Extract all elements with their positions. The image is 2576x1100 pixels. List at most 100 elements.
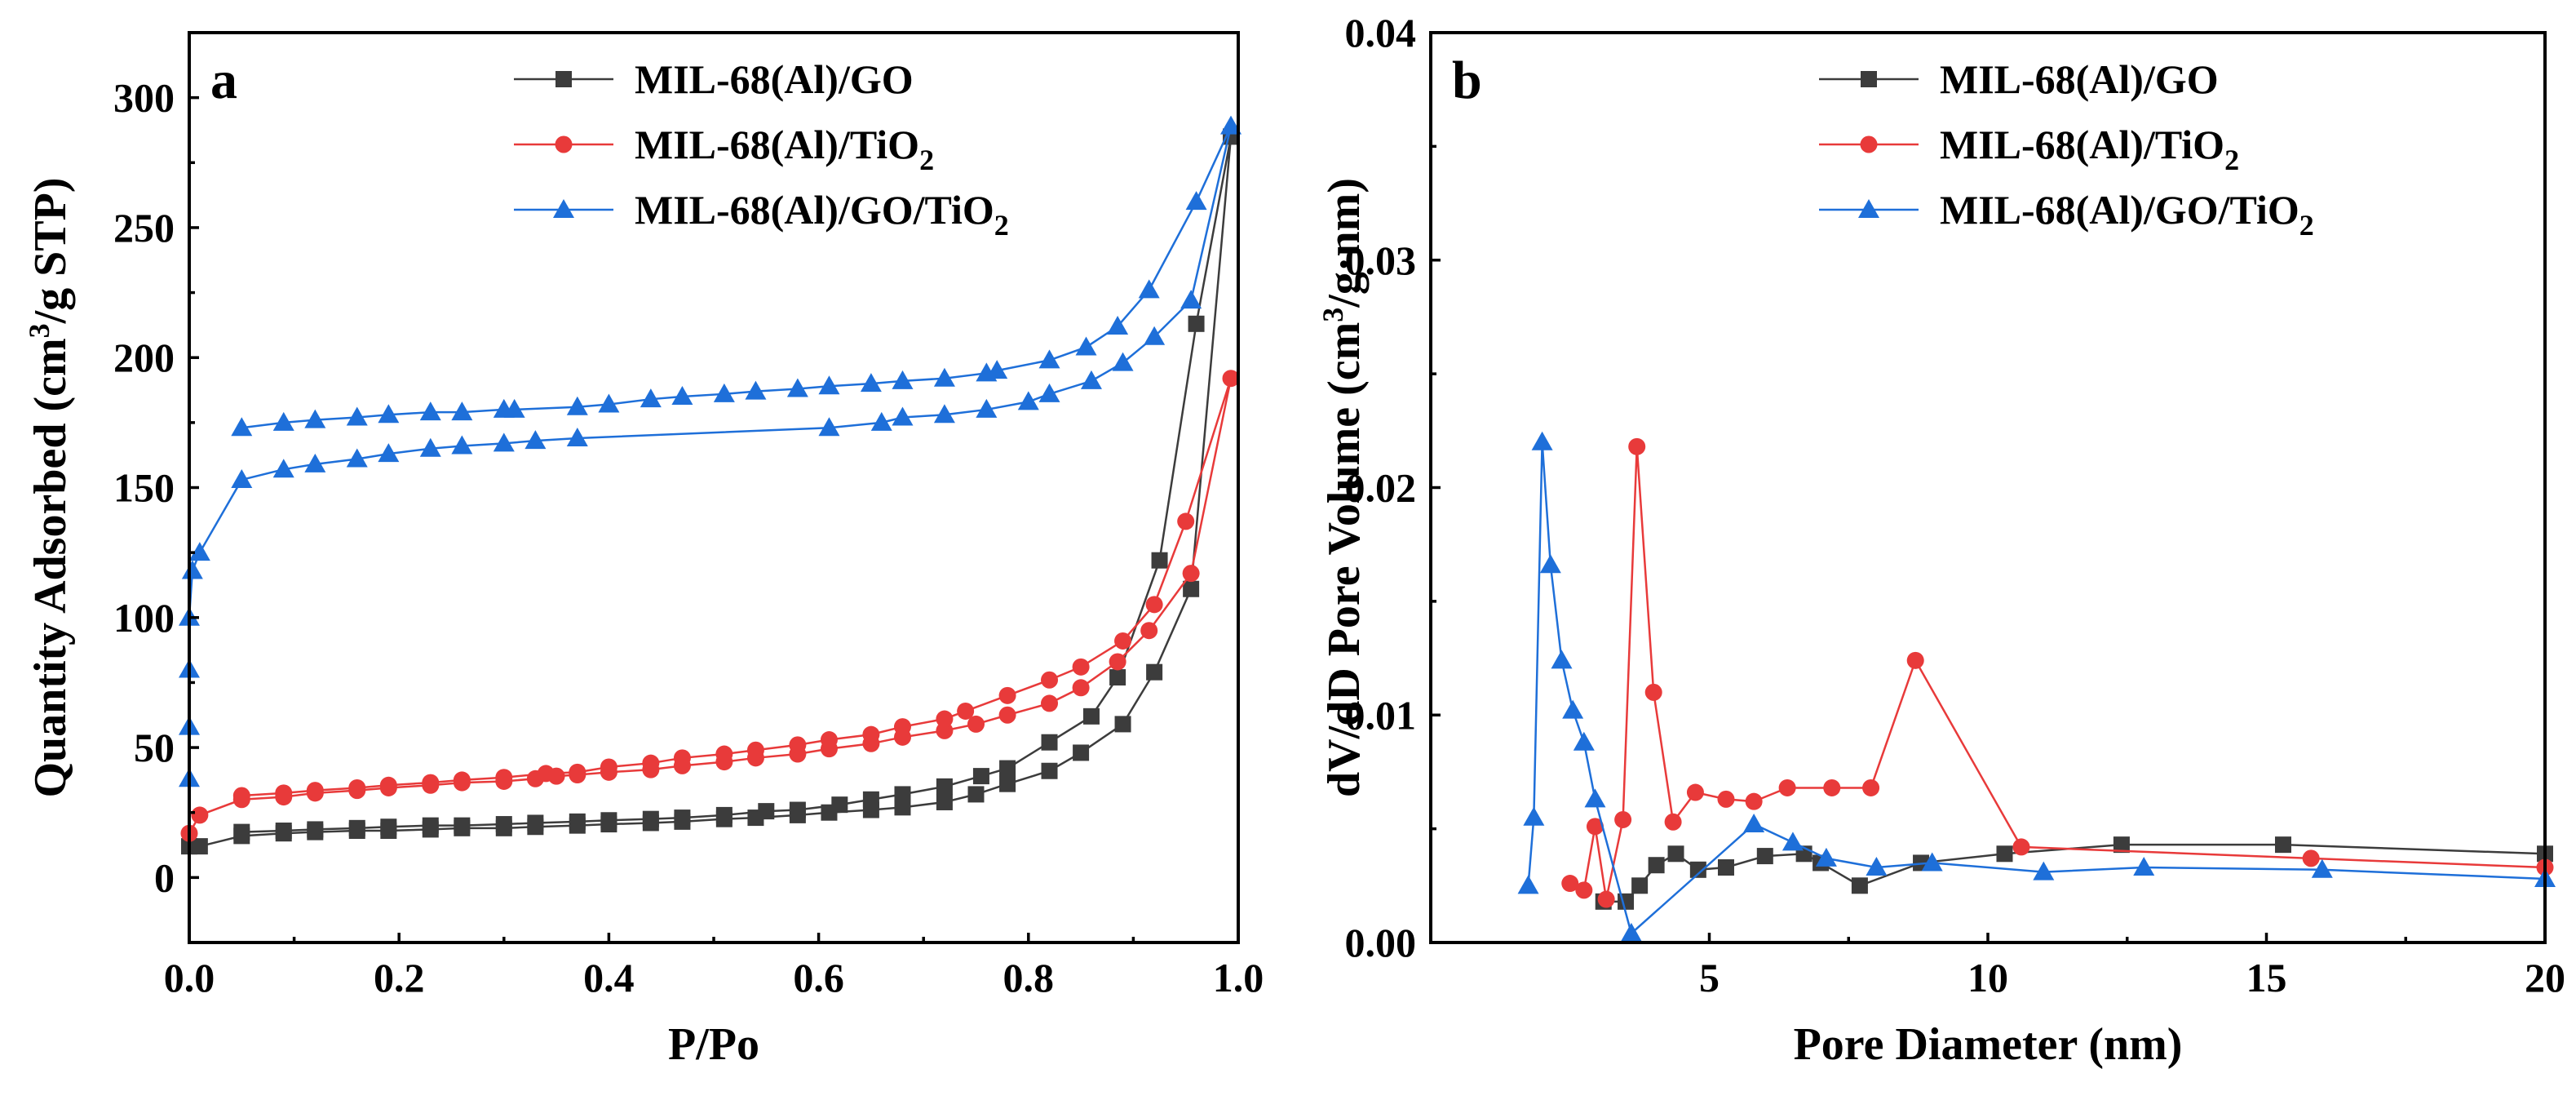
- panel-a-data-point-mil-68-al-go-tio2-30: [1107, 315, 1129, 335]
- panel-a-data-point-mil-68-al-go-tio2-53: [272, 411, 294, 431]
- panel-a-data-point-mil-68-al-go-tio2-49: [419, 401, 441, 421]
- panel-a-data-point-mil-68-al-tio2-44: [715, 745, 733, 763]
- panel-a-legend-label-2: MIL-68(Al)/GO/TiO2: [635, 187, 1009, 242]
- panel-a-data-point-mil-68-al-go-32: [1109, 669, 1126, 686]
- panel-a-data-point-mil-68-al-go-tio2-17: [870, 411, 892, 431]
- panel-a-data-point-mil-68-al-go-25: [1073, 744, 1090, 761]
- panel-b-data-point-mil-68-al-go-tio2-2: [1531, 431, 1553, 450]
- panel-a-data-point-mil-68-al-tio2-32: [1145, 596, 1163, 614]
- panel-a-data-point-mil-68-al-go-tio2-42: [671, 386, 693, 405]
- panel-a-data-point-mil-68-al-tio2-55: [306, 782, 324, 800]
- panel-b-series-mil-68-al-go-tio2: [1517, 431, 2556, 942]
- panel-b-data-point-mil-68-al-go-2: [1631, 877, 1649, 894]
- panel-b-y-axis-title: dV/dD Pore Volume (cm3/g·nm): [1317, 178, 1370, 797]
- panel-a-data-point-mil-68-al-go-22: [967, 786, 985, 803]
- panel-a-data-point-mil-68-al-go-tio2-26: [1180, 290, 1202, 309]
- panel-a-data-point-mil-68-al-go-51: [422, 817, 439, 834]
- panel-a-data-point-mil-68-al-tio2-37: [957, 702, 975, 720]
- panel-a-data-point-mil-68-al-go-tio2-11: [419, 437, 441, 457]
- panel-a-series-mil-68-al-go-tio2: [179, 115, 1242, 787]
- panel-b-data-point-mil-68-al-go-tio2-16: [2311, 858, 2333, 878]
- panel-a-data-point-mil-68-al-go-38: [894, 786, 911, 803]
- panel-b-data-point-mil-68-al-tio2-10: [1745, 792, 1763, 810]
- panel-a-data-point-mil-68-al-go-39: [862, 791, 879, 808]
- panel-a-data-point-mil-68-al-go-tio2-48: [451, 401, 473, 421]
- panel-b-legend-marker-0: [1861, 71, 1877, 87]
- panel-b-data-point-mil-68-al-go-12: [1996, 845, 2013, 863]
- panel-a-data-point-mil-68-al-go-52: [380, 818, 397, 836]
- panel-a-series-line-mil-68-al-go: [189, 136, 1233, 848]
- panel-a-data-point-mil-68-al-go-1: [191, 838, 208, 855]
- panel-a-data-point-mil-68-al-go-tio2-50: [378, 404, 400, 424]
- panel-b-data-point-mil-68-al-go-tio2-4: [1551, 650, 1573, 669]
- panel-b-legend-label-main-2: MIL-68(Al)/GO/TiO: [1940, 187, 2299, 233]
- panel-a-data-point-mil-68-al-go-48: [527, 814, 544, 832]
- panel-b-data-point-mil-68-al-tio2-1: [1575, 881, 1593, 899]
- panel-b-y-tick-label-3: 0.03: [1345, 237, 1417, 283]
- panel-b-legend-label-subscript-2: 2: [2299, 209, 2314, 242]
- panel-a-data-point-mil-68-al-go-tio2-32: [1038, 349, 1060, 369]
- panel-a-legend-marker-1: [555, 135, 573, 153]
- panel-a-data-point-mil-68-al-go-tio2-13: [493, 432, 515, 452]
- panel-b-data-point-mil-68-al-tio2-16: [2302, 849, 2320, 867]
- panel-b-data-point-mil-68-al-go-tio2-12: [1866, 857, 1888, 876]
- panel-a-y-tick-label-4: 200: [113, 335, 175, 380]
- panel-a-x-tick-label-0: 0.0: [164, 955, 215, 1000]
- panel-a-data-point-mil-68-al-tio2-28: [1140, 622, 1158, 640]
- panel-a-data-point-mil-68-al-go-43: [715, 806, 733, 823]
- panel-b-data-point-mil-68-al-go-tio2-14: [2033, 861, 2055, 880]
- panel-a-legend-label-main-1: MIL-68(Al)/TiO: [635, 122, 919, 167]
- panel-a-data-point-mil-68-al-go-tio2-44: [598, 393, 620, 413]
- panel-a-data-point-mil-68-al-tio2-49: [537, 765, 555, 783]
- panel-b-data-point-mil-68-al-go-tio2-3: [1539, 554, 1561, 574]
- panel-a-y-tick-label-3: 150: [113, 465, 175, 511]
- panel-b-x-tick-label-2: 15: [2246, 955, 2287, 1000]
- panel-a-data-point-mil-68-al-go-tio2-39: [786, 378, 808, 397]
- panel-a-legend-label-subscript-1: 2: [919, 144, 934, 176]
- panel-a-data-point-mil-68-al-tio2-33: [1114, 632, 1132, 650]
- panel-a-data-point-mil-68-al-go-44: [674, 809, 691, 827]
- panel-b-legend-label-1: MIL-68(Al)/TiO2: [1940, 122, 2239, 176]
- panel-b-data-point-mil-68-al-tio2-11: [1778, 778, 1796, 796]
- panel-a-data-point-mil-68-al-go-41: [789, 801, 806, 818]
- panel-b-data-point-mil-68-al-tio2-13: [1862, 778, 1880, 796]
- panel-a-data-point-mil-68-al-tio2-57: [232, 787, 250, 805]
- panel-b-data-point-mil-68-al-go-tio2-1: [1523, 806, 1545, 826]
- panel-a-data-point-mil-68-al-go-tio2-54: [231, 417, 253, 437]
- panel-a-data-point-mil-68-al-go-tio2-29: [1138, 279, 1160, 299]
- panel-a-data-point-mil-68-al-go-tio2-22: [1038, 383, 1060, 402]
- panel-a-legend-label-main-0: MIL-68(Al)/GO: [635, 56, 914, 102]
- panel-a-data-point-mil-68-al-go-23: [999, 775, 1016, 792]
- panel-a-data-point-mil-68-al-tio2-36: [998, 686, 1016, 704]
- panel-b-data-point-mil-68-al-go-tio2-10: [1782, 832, 1804, 851]
- panel-b-y-tick-label-1: 0.01: [1345, 692, 1417, 738]
- panel-a-legend-label-1: MIL-68(Al)/TiO2: [635, 122, 934, 176]
- panel-a-data-point-mil-68-al-tio2-52: [422, 774, 440, 792]
- panel-a-data-point-mil-68-al-tio2-27: [1109, 653, 1126, 671]
- panel-a-data-point-mil-68-al-go-tio2-47: [493, 398, 515, 418]
- panel-b-legend-item-mil-68-al-tio2: MIL-68(Al)/TiO2: [1819, 122, 2239, 176]
- panel-a-data-point-mil-68-al-tio2-30: [1222, 370, 1240, 388]
- panel-a-data-point-mil-68-al-go-tio2-36: [892, 370, 914, 389]
- panel-b-data-point-mil-68-al-go-tio2-11: [1815, 847, 1837, 867]
- panel-a-data-point-mil-68-al-go-tio2-34: [976, 362, 998, 382]
- panel-a-data-point-mil-68-al-go-34: [1041, 734, 1058, 751]
- panel-a-data-point-mil-68-al-go-49: [495, 816, 512, 833]
- panel-a-data-point-mil-68-al-tio2-25: [1041, 694, 1059, 712]
- panel-a-y-axis-title: Quantity Adsorbed (cm3/g STP): [23, 177, 76, 797]
- panel-a-data-point-mil-68-al-go-tio2-4: [181, 560, 203, 579]
- panel-b-data-point-mil-68-al-go-4: [1667, 845, 1684, 863]
- panel-a-data-point-mil-68-al-tio2-45: [673, 749, 691, 767]
- panel-a-data-point-mil-68-al-tio2-54: [348, 778, 366, 796]
- panel-b-data-point-mil-68-al-go-7: [1756, 848, 1773, 865]
- panel-a-data-point-mil-68-al-go-55: [275, 823, 292, 840]
- panel-b-x-tick-label-0: 5: [1699, 955, 1720, 1000]
- panel-a-data-point-mil-68-al-go-tio2-25: [1144, 326, 1166, 345]
- panel-b-data-point-mil-68-al-tio2-2: [1586, 818, 1604, 836]
- panel-a-data-point-mil-68-al-go-tio2-12: [451, 435, 473, 455]
- panel-b-y-tick-label-2: 0.02: [1345, 465, 1417, 511]
- panel-b-data-point-mil-68-al-go-tio2-5: [1562, 699, 1584, 719]
- panel-a-data-point-mil-68-al-tio2-47: [600, 758, 617, 776]
- panel-a-data-point-mil-68-al-tio2-43: [746, 741, 764, 759]
- panel-a-legend: MIL-68(Al)/GO MIL-68(Al)/TiO2 MIL-68(Al)/G…: [514, 56, 1009, 242]
